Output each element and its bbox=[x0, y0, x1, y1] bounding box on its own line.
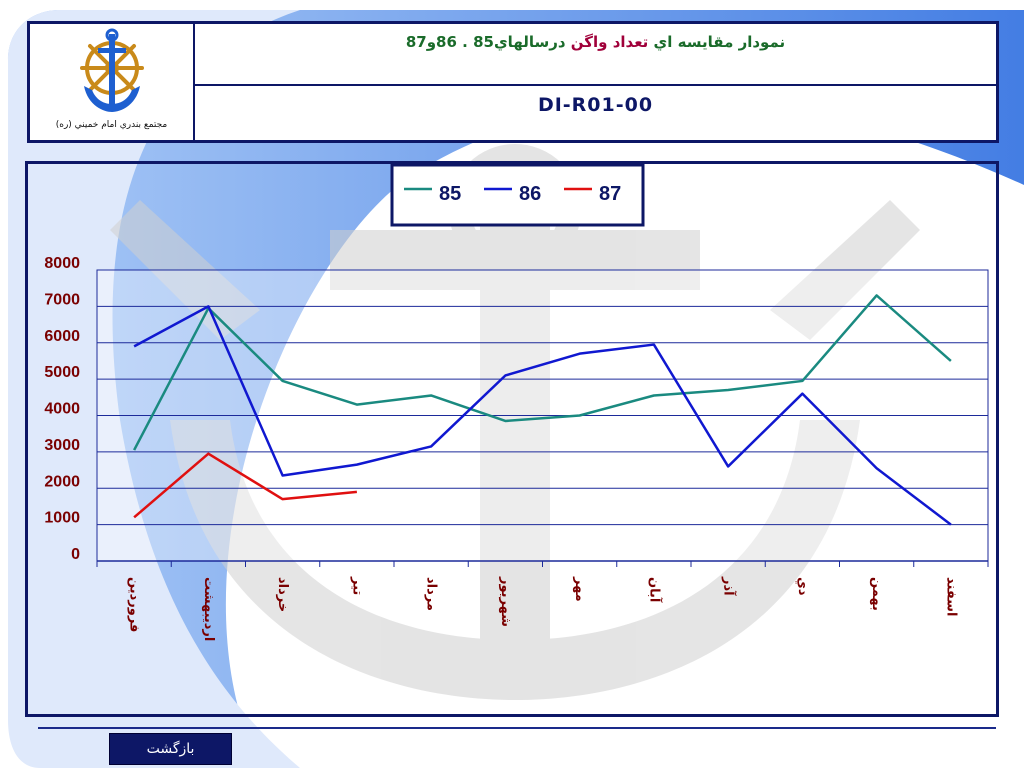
grid-layer bbox=[96, 269, 989, 562]
y-tick-label: 7000 bbox=[44, 291, 80, 308]
title-part: تعداد واگن bbox=[570, 33, 649, 51]
legend-box bbox=[390, 163, 645, 227]
logo-caption: مجتمع بندري امام خميني (ره) bbox=[55, 120, 168, 130]
page-title: نمودار مقايسه اي تعداد واگن درسالهاي85 .… bbox=[195, 33, 996, 51]
y-tick-label: 1000 bbox=[44, 510, 80, 527]
y-tick-label: 3000 bbox=[44, 437, 80, 454]
y-tick-label: 8000 bbox=[44, 255, 80, 272]
x-category-label: آبان bbox=[646, 577, 663, 603]
series-line-87 bbox=[133, 452, 357, 519]
x-category-label: ارديبهشت bbox=[201, 577, 216, 641]
x-category-label: دي bbox=[795, 577, 810, 596]
legend: 85 86 87 bbox=[390, 163, 645, 227]
x-category-label: تير bbox=[349, 576, 364, 595]
x-category-label: بهمن bbox=[869, 577, 884, 611]
back-button[interactable]: بازگشت bbox=[109, 733, 232, 765]
x-category-label: شهريور bbox=[498, 576, 513, 627]
series-line-86 bbox=[133, 305, 952, 526]
x-category-label: آذر bbox=[721, 576, 738, 596]
footer-divider bbox=[38, 727, 996, 729]
legend-label: 87 bbox=[599, 183, 621, 205]
series-line-85 bbox=[133, 294, 952, 451]
y-tick-label: 2000 bbox=[44, 473, 80, 490]
port-anchor-logo-icon bbox=[80, 28, 144, 112]
x-category-label: خرداد bbox=[275, 577, 290, 612]
series-layer bbox=[133, 294, 952, 526]
title-part: درسالهاي85 . 86و87 bbox=[405, 33, 571, 51]
y-tick-label: 0 bbox=[71, 546, 80, 563]
document-code: DI-R01-00 bbox=[537, 94, 654, 116]
legend-label: 86 bbox=[519, 183, 541, 205]
chart-frame bbox=[25, 161, 999, 717]
title-cell: نمودار مقايسه اي تعداد واگن درسالهاي85 .… bbox=[195, 24, 996, 86]
x-category-label: اسفند bbox=[943, 577, 958, 616]
y-tick-label: 6000 bbox=[44, 328, 80, 345]
axis-layer: 8000 7000 6000 5000 4000 3000 2000 1000 0 فروردين… bbox=[44, 255, 989, 641]
header-panel: مجتمع بندري امام خميني (ره) نمودار مقايس… bbox=[27, 21, 999, 143]
logo-cell: مجتمع بندري امام خميني (ره) bbox=[30, 24, 195, 140]
y-tick-label: 5000 bbox=[44, 364, 80, 381]
x-category-label: فروردين bbox=[127, 577, 142, 632]
code-cell: DI-R01-00 bbox=[195, 86, 996, 140]
title-part: نمودار مقايسه اي bbox=[648, 33, 786, 51]
x-category-label: مهر bbox=[572, 576, 587, 602]
y-tick-label: 4000 bbox=[44, 401, 80, 418]
legend-label: 85 bbox=[439, 183, 461, 205]
x-category-label: مرداد bbox=[424, 577, 439, 611]
